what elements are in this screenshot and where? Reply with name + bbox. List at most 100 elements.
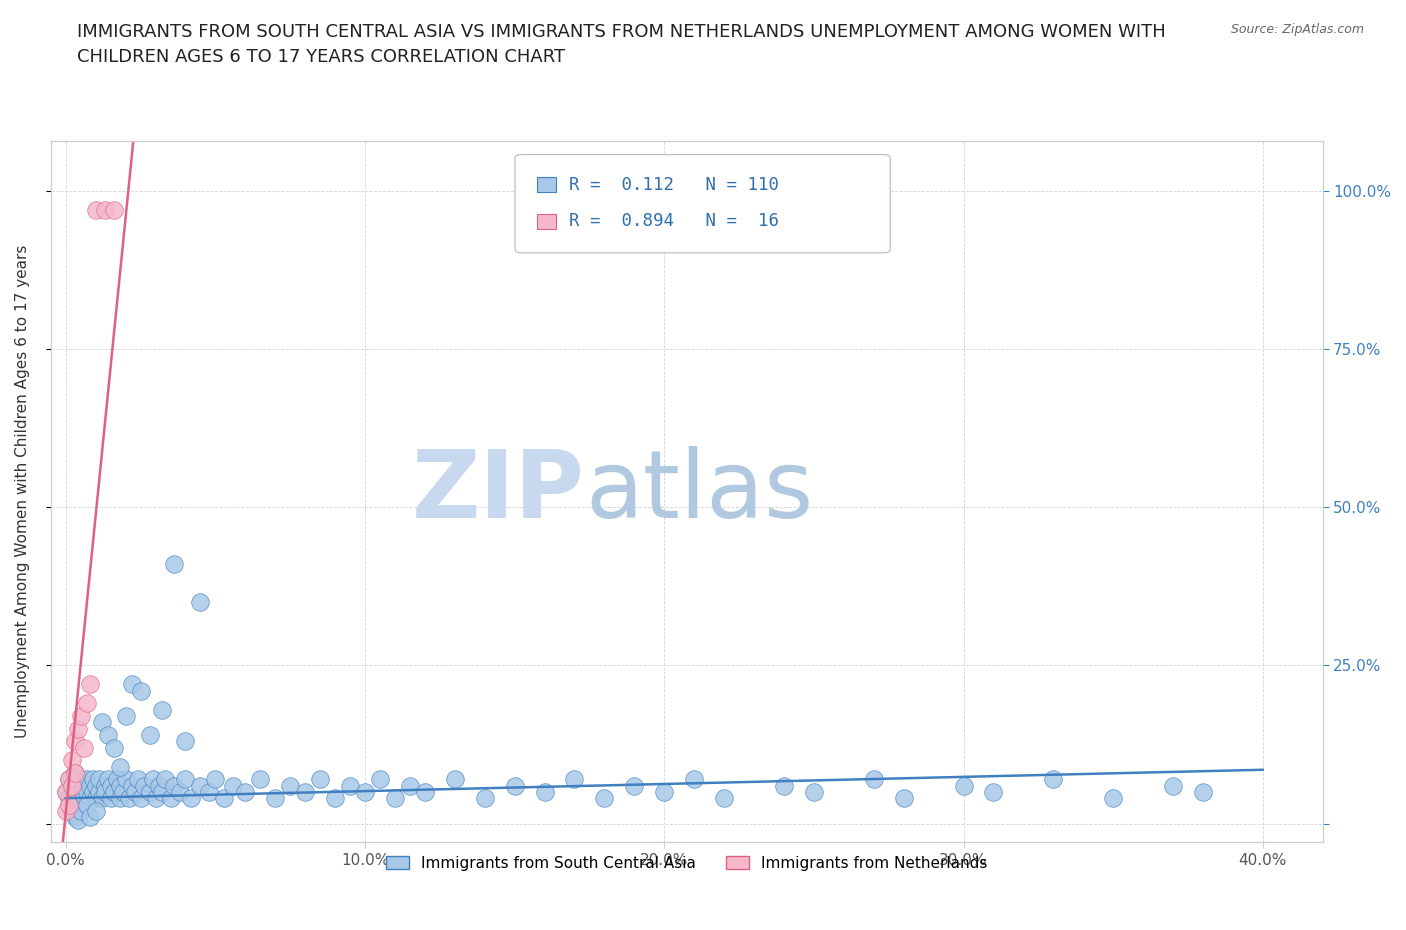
Point: [55, 804, 77, 818]
Point: [87, 772, 110, 787]
Point: [983, 784, 1005, 799]
Point: [84, 203, 107, 218]
Point: [150, 702, 173, 717]
Point: [124, 784, 146, 799]
Point: [222, 778, 245, 793]
Point: [108, 778, 131, 793]
Point: [58, 772, 80, 787]
Point: [55, 784, 77, 799]
Point: [55, 784, 77, 799]
Point: [87, 784, 110, 799]
Point: [93, 784, 115, 799]
Point: [100, 778, 122, 793]
Point: [803, 784, 825, 799]
Bar: [537, 177, 557, 193]
Point: [63, 810, 86, 825]
Y-axis label: Unemployment Among Women with Children Ages 6 to 17 years: Unemployment Among Women with Children A…: [15, 245, 30, 738]
Text: IMMIGRANTS FROM SOUTH CENTRAL ASIA VS IMMIGRANTS FROM NETHERLANDS UNEMPLOYMENT A: IMMIGRANTS FROM SOUTH CENTRAL ASIA VS IM…: [77, 23, 1166, 66]
Point: [93, 203, 115, 218]
Point: [82, 784, 104, 799]
Point: [93, 778, 115, 793]
Point: [174, 772, 197, 787]
Point: [60, 797, 83, 812]
Text: R =  0.112   N = 110: R = 0.112 N = 110: [569, 176, 779, 193]
Point: [233, 784, 256, 799]
Point: [79, 790, 101, 805]
Point: [79, 677, 101, 692]
Point: [264, 790, 287, 805]
Point: [533, 784, 555, 799]
Point: [294, 784, 316, 799]
Point: [84, 778, 107, 793]
Point: [69, 709, 91, 724]
Point: [339, 778, 361, 793]
Point: [278, 778, 301, 793]
Point: [474, 790, 496, 805]
Point: [58, 790, 80, 805]
Point: [503, 778, 526, 793]
Point: [66, 778, 89, 793]
Point: [354, 784, 377, 799]
Point: [69, 784, 91, 799]
Point: [108, 759, 131, 774]
Point: [148, 778, 170, 793]
Point: [76, 784, 98, 799]
Point: [190, 778, 212, 793]
Point: [66, 790, 89, 805]
Point: [190, 594, 212, 609]
Point: [97, 772, 120, 787]
Point: [90, 790, 112, 805]
Point: [58, 772, 80, 787]
Point: [114, 709, 136, 724]
Point: [132, 778, 155, 793]
Point: [58, 797, 80, 812]
Point: [100, 790, 122, 805]
Legend: Immigrants from South Central Asia, Immigrants from Netherlands: Immigrants from South Central Asia, Immi…: [380, 850, 994, 877]
Point: [82, 772, 104, 787]
Point: [153, 772, 176, 787]
Point: [623, 778, 645, 793]
Point: [162, 557, 184, 572]
Point: [111, 784, 134, 799]
Point: [69, 772, 91, 787]
Point: [862, 772, 884, 787]
Point: [103, 784, 125, 799]
Point: [73, 778, 96, 793]
Point: [368, 772, 391, 787]
Point: [180, 790, 202, 805]
Text: ZIP: ZIP: [412, 445, 585, 538]
Point: [58, 797, 80, 812]
Point: [129, 684, 152, 698]
Point: [159, 790, 181, 805]
Point: [121, 778, 143, 793]
Point: [60, 778, 83, 793]
Point: [63, 765, 86, 780]
Point: [1161, 778, 1184, 793]
Point: [323, 790, 346, 805]
Bar: [537, 214, 557, 229]
Point: [249, 772, 271, 787]
Point: [79, 810, 101, 825]
Point: [952, 778, 974, 793]
Point: [138, 784, 160, 799]
Point: [174, 734, 197, 749]
Point: [169, 784, 191, 799]
Point: [138, 727, 160, 742]
Point: [652, 784, 675, 799]
Point: [1102, 790, 1125, 805]
Point: [60, 804, 83, 818]
Point: [66, 813, 89, 828]
Point: [399, 778, 422, 793]
Point: [63, 734, 86, 749]
Point: [162, 778, 184, 793]
Point: [121, 677, 143, 692]
Point: [103, 203, 125, 218]
Point: [90, 715, 112, 730]
Point: [114, 772, 136, 787]
Point: [76, 772, 98, 787]
Point: [564, 772, 586, 787]
Point: [683, 772, 706, 787]
Point: [84, 804, 107, 818]
Point: [443, 772, 465, 787]
Point: [773, 778, 796, 793]
